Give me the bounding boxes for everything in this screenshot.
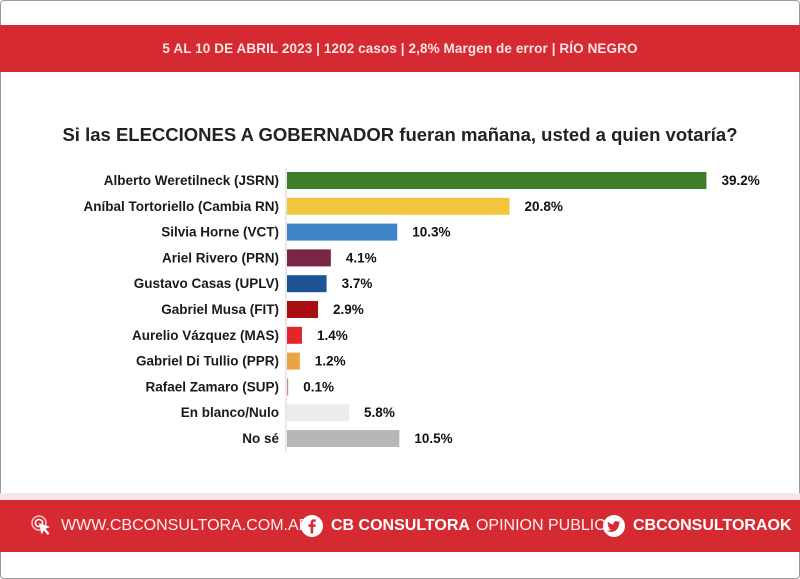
- bar: [287, 197, 510, 215]
- value-label: 1.4%: [317, 328, 348, 343]
- category-label: Rafael Zamaro (SUP): [145, 379, 279, 394]
- cursor-click-icon: [30, 514, 54, 538]
- value-label: 10.3%: [412, 225, 450, 240]
- value-label: 0.1%: [303, 379, 334, 394]
- facebook-brand: CB CONSULTORA: [331, 517, 470, 534]
- facebook-subtitle: OPINION PUBLICA: [475, 517, 617, 534]
- value-label: 1.2%: [315, 354, 346, 369]
- bar: [287, 378, 289, 396]
- footer-band: WWW.CBCONSULTORA.COM.AR CB CONSULTORA OP…: [0, 500, 800, 552]
- website-text: WWW.CBCONSULTORA.COM.AR: [61, 517, 311, 534]
- website-link[interactable]: WWW.CBCONSULTORA.COM.AR: [30, 500, 310, 552]
- category-label: Gabriel Musa (FIT): [161, 302, 279, 317]
- bar: [287, 326, 302, 344]
- survey-info: 5 AL 10 DE ABRIL 2023 | 1202 casos | 2,8…: [162, 41, 638, 56]
- category-label: Gabriel Di Tullio (PPR): [136, 354, 279, 369]
- value-label: 39.2%: [721, 173, 759, 188]
- twitter-handle: CBCONSULTORAOK: [633, 517, 792, 534]
- category-label: Ariel Rivero (PRN): [162, 250, 279, 265]
- category-label: Alberto Weretilneck (JSRN): [104, 173, 279, 188]
- facebook-icon: [300, 514, 324, 538]
- bar: [287, 404, 350, 422]
- category-label: En blanco/Nulo: [181, 405, 279, 420]
- value-label: 20.8%: [525, 199, 563, 214]
- category-label: Gustavo Casas (UPLV): [134, 276, 279, 291]
- category-label: Aurelio Vázquez (MAS): [132, 328, 279, 343]
- value-label: 5.8%: [364, 405, 395, 420]
- bar-chart: Alberto Weretilneck (JSRN) 39.2% Aníbal To…: [83, 168, 760, 452]
- bar: [287, 352, 300, 370]
- bar: [287, 430, 400, 447]
- value-label: 3.7%: [342, 276, 373, 291]
- header-band: 5 AL 10 DE ABRIL 2023 | 1202 casos | 2,8…: [0, 25, 800, 72]
- bar: [287, 223, 398, 241]
- category-label: Silvia Horne (VCT): [161, 225, 279, 240]
- twitter-icon: [602, 514, 626, 538]
- value-label: 2.9%: [333, 302, 364, 317]
- bar: [287, 275, 327, 293]
- category-label: No sé: [242, 431, 279, 446]
- chart-question: Si las ELECCIONES A GOBERNADOR fueran ma…: [62, 124, 738, 145]
- facebook-link[interactable]: CB CONSULTORA OPINION PUBLICA: [300, 500, 616, 552]
- bar: [287, 249, 331, 267]
- value-label: 10.5%: [414, 431, 452, 446]
- bar: [287, 301, 319, 318]
- value-label: 4.1%: [346, 250, 377, 265]
- footer-separator: [0, 493, 800, 500]
- category-label: Aníbal Tortoriello (Cambia RN): [83, 199, 279, 214]
- twitter-link[interactable]: CBCONSULTORAOK: [602, 500, 792, 552]
- bar: [287, 172, 707, 189]
